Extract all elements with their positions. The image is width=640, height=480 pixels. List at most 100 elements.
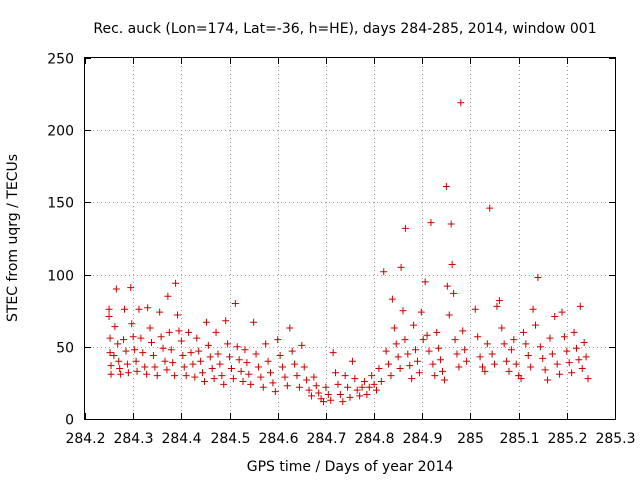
data-point — [224, 340, 232, 348]
data-point — [193, 334, 201, 342]
data-point — [512, 360, 520, 368]
data-point — [413, 357, 421, 365]
data-point — [169, 359, 177, 367]
data-point — [214, 350, 222, 358]
data-point — [199, 369, 207, 377]
data-point — [336, 390, 344, 398]
data-point — [153, 372, 161, 380]
data-point — [524, 351, 532, 359]
data-point — [149, 351, 157, 359]
data-point — [408, 375, 416, 383]
data-point — [415, 369, 423, 377]
data-point — [463, 357, 471, 365]
data-point — [129, 333, 137, 341]
data-point — [269, 379, 277, 387]
x-tick-label: 284.3 — [113, 431, 153, 447]
data-point — [351, 375, 359, 383]
data-point — [346, 393, 354, 401]
data-point — [191, 373, 199, 381]
data-point — [429, 360, 437, 368]
data-point — [558, 308, 566, 316]
data-point — [202, 318, 210, 326]
data-point — [327, 396, 335, 404]
data-point — [167, 346, 175, 354]
data-point — [565, 359, 573, 367]
data-point — [500, 340, 508, 348]
data-point — [283, 382, 291, 390]
data-point — [229, 375, 237, 383]
y-tick-label: 0 — [65, 413, 74, 429]
data-point — [505, 367, 513, 375]
y-axis-title: STEC from uqrg / TECUs — [5, 154, 21, 322]
data-point — [307, 392, 315, 400]
data-point — [584, 375, 592, 383]
data-point — [365, 383, 373, 391]
x-tick-label: 284.9 — [402, 431, 442, 447]
x-tick-label: 284.7 — [306, 431, 346, 447]
x-tick-label: 285.1 — [499, 431, 539, 447]
data-point — [239, 377, 247, 385]
data-point — [445, 311, 453, 319]
data-point — [163, 366, 171, 374]
data-point — [370, 380, 378, 388]
data-point — [503, 357, 511, 365]
data-point — [107, 362, 115, 370]
data-point — [106, 334, 114, 342]
data-point — [493, 302, 501, 310]
data-point — [498, 324, 506, 332]
data-point — [332, 369, 340, 377]
data-point — [245, 370, 253, 378]
data-point — [305, 386, 313, 394]
data-point — [208, 364, 216, 372]
data-point — [481, 367, 489, 375]
data-point — [231, 299, 239, 307]
data-point — [570, 328, 578, 336]
data-point — [276, 351, 284, 359]
data-point — [216, 360, 224, 368]
data-point — [143, 370, 151, 378]
y-tick-label: 150 — [47, 196, 74, 212]
data-point — [195, 347, 203, 355]
data-point — [180, 363, 188, 371]
data-point — [227, 364, 235, 372]
data-point — [237, 367, 245, 375]
data-point — [120, 336, 128, 344]
data-point — [204, 341, 212, 349]
data-point — [437, 356, 445, 364]
x-tick-label: 284.6 — [258, 431, 298, 447]
data-point — [453, 350, 461, 358]
plot-frame — [84, 57, 616, 420]
data-point — [274, 336, 282, 344]
data-point — [358, 383, 366, 391]
data-point — [510, 336, 518, 344]
data-point — [182, 372, 190, 380]
data-point — [189, 360, 197, 368]
data-point — [522, 340, 530, 348]
data-point — [375, 364, 383, 372]
data-point — [448, 260, 456, 268]
data-point — [303, 376, 311, 384]
data-point — [560, 333, 568, 341]
data-point — [486, 204, 494, 212]
data-point — [288, 347, 296, 355]
data-point — [146, 324, 154, 332]
data-point — [159, 344, 167, 352]
data-point — [447, 220, 455, 228]
data-point — [507, 346, 515, 354]
data-point — [174, 311, 182, 319]
data-point — [582, 353, 590, 361]
y-tick-label: 250 — [47, 52, 74, 68]
data-point — [156, 308, 164, 316]
data-point — [111, 323, 119, 331]
data-point — [197, 357, 205, 365]
data-point — [474, 333, 482, 341]
data-point — [226, 353, 234, 361]
data-point — [147, 338, 155, 346]
data-point — [131, 346, 139, 354]
data-point — [141, 363, 149, 371]
data-point — [187, 349, 195, 357]
data-point — [431, 372, 439, 380]
data-point — [368, 372, 376, 380]
data-point — [117, 370, 125, 378]
